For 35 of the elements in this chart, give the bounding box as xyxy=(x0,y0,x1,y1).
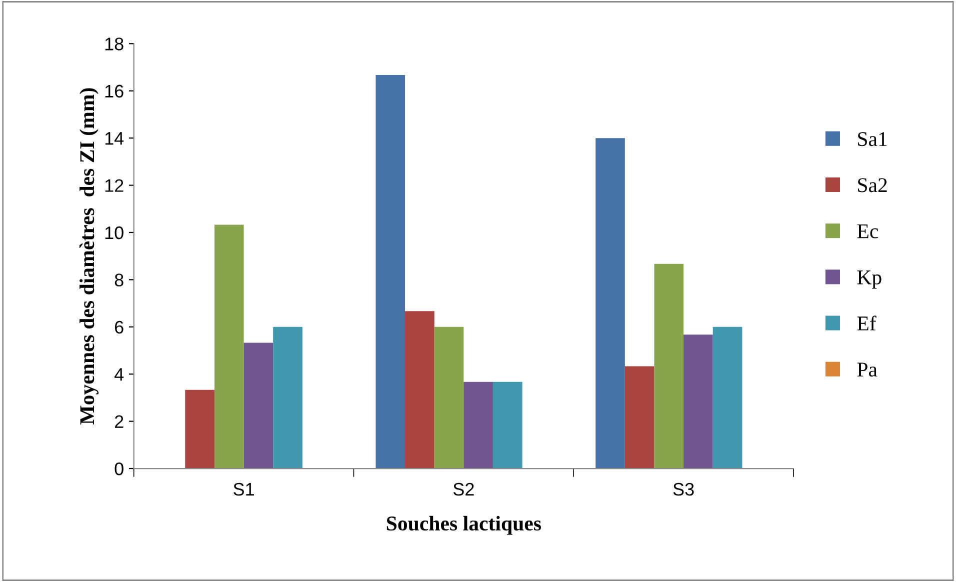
x-tick-label: S2 xyxy=(453,482,474,496)
y-tick-label: 6 xyxy=(114,320,124,334)
bar xyxy=(492,382,522,469)
bar xyxy=(596,138,625,469)
legend-label: Kp xyxy=(857,270,882,289)
y-tick-label: 14 xyxy=(105,132,124,145)
y-tick-label: 2 xyxy=(114,415,124,428)
bar xyxy=(405,311,434,469)
bar xyxy=(624,366,654,469)
legend-label: Pa xyxy=(857,362,878,377)
bar xyxy=(214,224,244,469)
y-tick-label: 10 xyxy=(105,226,124,240)
y-tick-label: 12 xyxy=(105,179,124,192)
y-tick-label: 4 xyxy=(114,368,124,381)
y-tick-label: 8 xyxy=(114,274,124,286)
legend-label: Ef xyxy=(857,316,876,330)
y-axis-title: Moyennes des diamètres des ZI (mm) xyxy=(80,88,98,425)
bar xyxy=(273,326,302,469)
y-tick-label: 16 xyxy=(105,84,124,98)
y-tick-label: 0 xyxy=(114,462,124,476)
legend-label: Ec xyxy=(857,224,878,238)
y-tick-label: 18 xyxy=(105,38,124,50)
legend-label: Sa1 xyxy=(858,132,887,146)
bar xyxy=(376,75,406,469)
x-axis-title: Souches lactiques xyxy=(386,516,541,535)
bar xyxy=(185,390,214,469)
bar xyxy=(434,326,464,469)
bar xyxy=(654,264,684,469)
legend-label: Sa2 xyxy=(858,178,887,192)
bar xyxy=(464,382,493,469)
x-tick-label: S3 xyxy=(673,482,694,496)
bar xyxy=(684,334,713,469)
bar xyxy=(712,326,742,469)
bar xyxy=(244,342,274,469)
x-tick-label: S1 xyxy=(234,482,254,496)
